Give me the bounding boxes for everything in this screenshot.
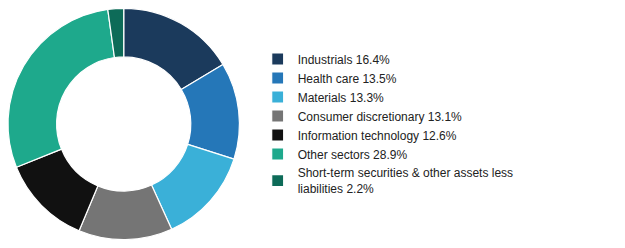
svg-text:Short-term securities & other: Short-term securities & other assets les… [298, 166, 513, 196]
svg-text:Industrials 16.4%: Industrials 16.4% [298, 53, 390, 67]
svg-text:Health care 13.5%: Health care 13.5% [298, 72, 397, 86]
svg-text:Other sectors 28.9%: Other sectors 28.9% [298, 148, 408, 162]
svg-text:Consumer discretionary 13.1%: Consumer discretionary 13.1% [298, 110, 462, 124]
svg-text:Information technology 12.6%: Information technology 12.6% [298, 129, 457, 143]
svg-text:Materials 13.3%: Materials 13.3% [298, 91, 384, 105]
